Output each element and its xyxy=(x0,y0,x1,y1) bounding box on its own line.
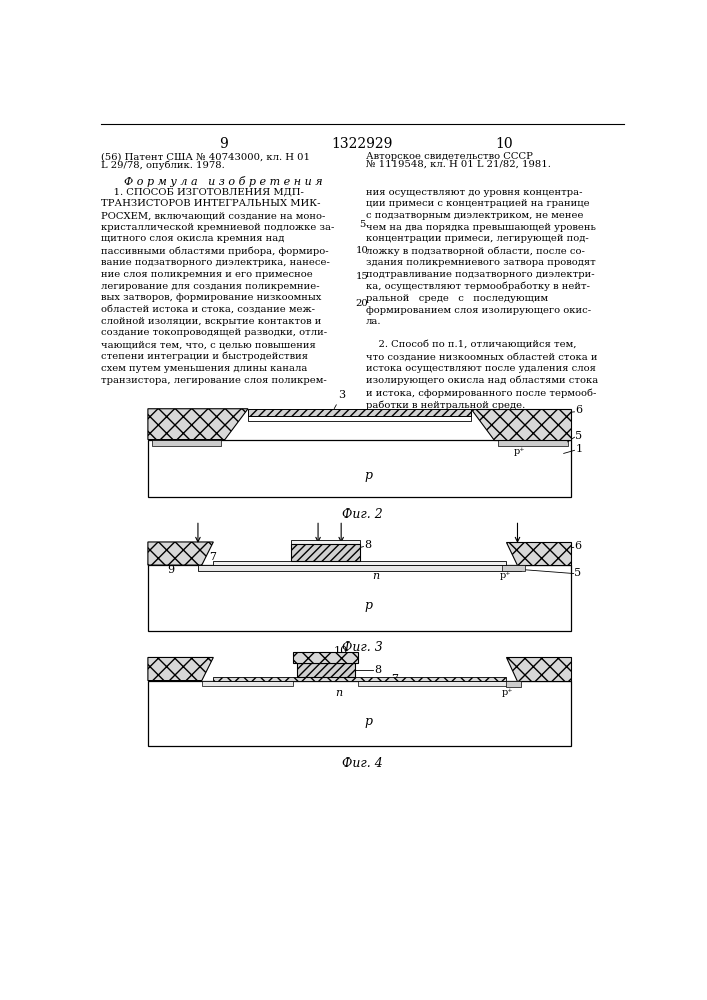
Text: 10: 10 xyxy=(495,137,513,151)
Text: 3: 3 xyxy=(334,390,346,409)
Bar xyxy=(293,652,358,663)
Bar xyxy=(152,440,221,446)
Text: 5: 5 xyxy=(575,431,583,441)
Text: p⁺: p⁺ xyxy=(502,688,514,697)
Bar xyxy=(148,681,571,746)
Text: p: p xyxy=(364,469,372,482)
Polygon shape xyxy=(148,657,214,681)
Bar xyxy=(498,440,568,446)
Text: Фиг. 4: Фиг. 4 xyxy=(342,757,382,770)
Text: p⁺: p⁺ xyxy=(514,447,525,456)
Text: № 1119548, кл. Н 01 L 21/82, 1981.: № 1119548, кл. Н 01 L 21/82, 1981. xyxy=(366,160,551,169)
Text: 20: 20 xyxy=(356,299,368,308)
Bar xyxy=(358,681,518,686)
Bar xyxy=(506,681,521,687)
Bar xyxy=(148,565,571,631)
Bar xyxy=(248,416,472,421)
Polygon shape xyxy=(148,542,214,565)
Text: Фиг. 2: Фиг. 2 xyxy=(342,508,382,521)
Text: 7: 7 xyxy=(209,552,216,562)
Text: 1. СПОСОБ ИЗГОТОВЛЕНИЯ МДП-
ТРАНЗИСТОРОВ ИНТЕГРАЛЬНЫХ МИК-
РОСХЕМ, включающий со: 1. СПОСОБ ИЗГОТОВЛЕНИЯ МДП- ТРАНЗИСТОРОВ… xyxy=(101,188,334,385)
Bar xyxy=(291,540,361,544)
Text: 10: 10 xyxy=(356,246,368,255)
Text: 15: 15 xyxy=(356,272,368,281)
Polygon shape xyxy=(506,542,571,565)
Bar xyxy=(214,677,506,681)
Bar xyxy=(297,663,355,677)
Text: 8: 8 xyxy=(364,540,371,550)
Text: (56) Патент США № 40743000, кл. Н 01: (56) Патент США № 40743000, кл. Н 01 xyxy=(101,152,310,161)
Text: 9: 9 xyxy=(219,137,228,151)
Text: 1: 1 xyxy=(575,444,583,454)
Text: 5: 5 xyxy=(358,220,365,229)
Text: p: p xyxy=(364,599,372,612)
Text: 5: 5 xyxy=(575,568,582,578)
Text: ния осуществляют до уровня концентра-
ции примеси с концентрацией на границе
с п: ния осуществляют до уровня концентра- ци… xyxy=(366,188,598,410)
Text: 6: 6 xyxy=(575,541,582,551)
Text: Фиг. 3: Фиг. 3 xyxy=(342,641,382,654)
Polygon shape xyxy=(148,409,248,440)
Bar xyxy=(214,561,506,565)
Polygon shape xyxy=(472,409,571,440)
Bar xyxy=(198,565,521,571)
Text: p: p xyxy=(364,715,372,728)
Text: 8: 8 xyxy=(374,665,381,675)
Text: L 29/78, опублик. 1978.: L 29/78, опублик. 1978. xyxy=(101,160,225,170)
Text: 7: 7 xyxy=(392,674,399,684)
Text: Авторское свидетельство СССР: Авторское свидетельство СССР xyxy=(366,152,532,161)
Bar xyxy=(201,681,293,686)
Bar xyxy=(291,544,361,561)
Text: 10: 10 xyxy=(334,646,348,656)
Bar xyxy=(248,409,472,416)
Text: 9: 9 xyxy=(168,565,175,575)
Text: 6: 6 xyxy=(575,405,583,415)
Text: Ф о р м у л а   и з о б р е т е н и я: Ф о р м у л а и з о б р е т е н и я xyxy=(124,176,323,187)
Bar xyxy=(502,565,525,571)
Text: n: n xyxy=(335,688,342,698)
Bar xyxy=(148,440,571,497)
Text: n: n xyxy=(373,571,380,581)
Text: 1322929: 1322929 xyxy=(332,137,393,151)
Text: p⁺: p⁺ xyxy=(500,571,511,580)
Polygon shape xyxy=(506,657,571,681)
